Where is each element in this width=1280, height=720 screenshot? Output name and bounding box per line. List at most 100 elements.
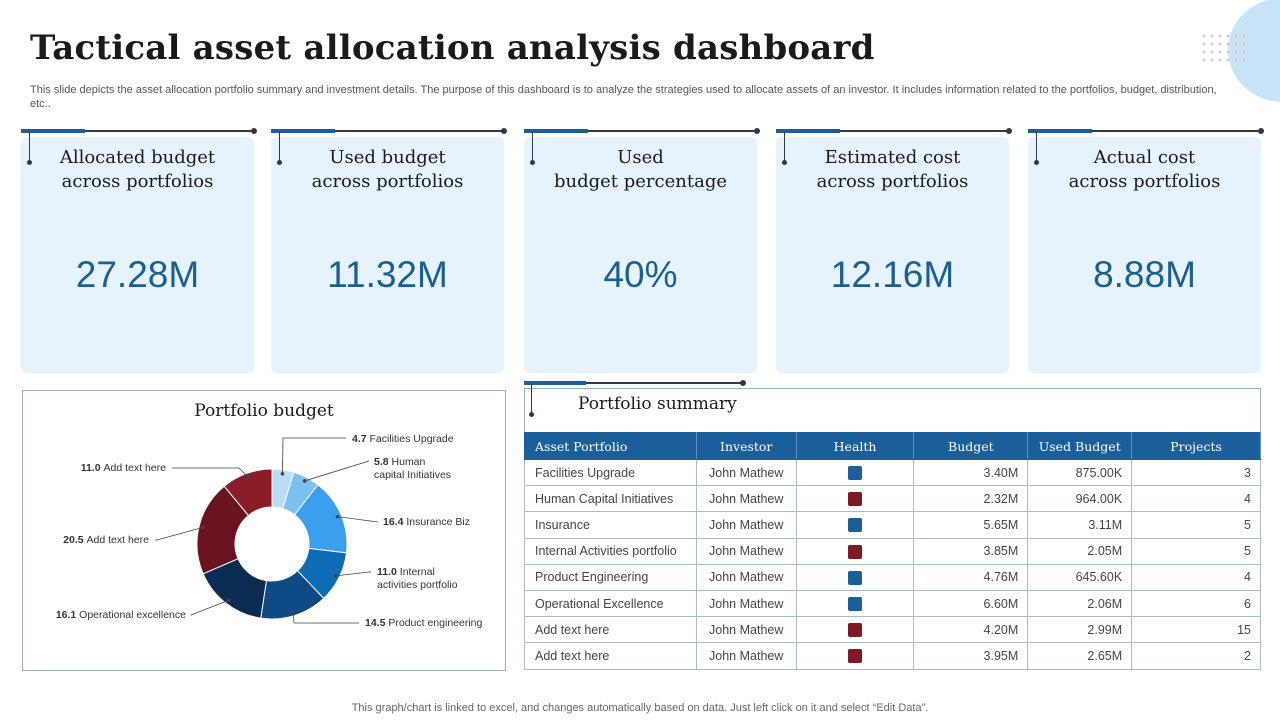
footer-note: This graph/chart is linked to excel, and… xyxy=(351,702,929,714)
used-budget-cell: 645.60K xyxy=(1027,563,1133,591)
kpi-card-actual-cost: Actual cost across portfolios 8.88M xyxy=(1028,128,1264,373)
budget-cell: 3.40M xyxy=(913,458,1029,487)
leader-line xyxy=(282,437,346,474)
projects-cell: 4 xyxy=(1131,485,1261,513)
table-row: Human Capital Initiatives John Mathew 2.32… xyxy=(524,485,1261,513)
table-row: Operational Excellence John Mathew 6.60M 2.… xyxy=(524,589,1261,618)
column-header-asset-portfolio: Asset Portfolio xyxy=(524,432,697,460)
table-row: Product Engineering John Mathew 4.76M 645.6… xyxy=(524,563,1261,591)
kpi-label: Estimated cost across portfolios xyxy=(816,147,969,192)
data-label: 20.5 Add text here xyxy=(63,534,149,546)
asset-cell: Product Engineering xyxy=(524,563,697,591)
health-cell xyxy=(795,458,915,487)
budget-cell: 3.85M xyxy=(913,537,1029,565)
portfolio-summary-table: Asset Portfolio Investor Health Budget U… xyxy=(524,432,1261,670)
health-status-indicator xyxy=(848,492,863,507)
leader-dot xyxy=(201,525,205,530)
budget-cell: 5.65M xyxy=(913,511,1029,539)
portfolio-budget-donut-chart: 4.7 Facilities Upgrade 5.8 Human capital I… xyxy=(56,433,483,629)
kpi-label: Used budget percentage xyxy=(553,147,727,192)
used-budget-cell: 964.00K xyxy=(1027,485,1133,513)
investor-cell: John Mathew xyxy=(695,563,797,591)
kpi-label: Actual cost across portfolios xyxy=(1068,147,1221,192)
budget-cell: 4.20M xyxy=(913,616,1029,644)
budget-cell: 3.95M xyxy=(913,642,1029,670)
investor-cell: John Mathew xyxy=(695,485,797,513)
portfolio-summary-panel: Portfolio summary Asset Portfolio Invest… xyxy=(524,380,1261,671)
data-label: 14.5 Product engineering xyxy=(365,617,483,629)
kpi-value: 8.88M xyxy=(1093,254,1196,295)
health-status-indicator xyxy=(848,518,863,533)
health-status-indicator xyxy=(848,544,863,559)
projects-cell: 4 xyxy=(1131,563,1261,591)
kpi-card-estimated-cost: Estimated cost across portfolios 12.16M xyxy=(776,128,1012,373)
portfolio-budget-panel: Portfolio budget 4.7 Facilities Upgrade 5… xyxy=(22,390,506,671)
data-label: 11.0 Add text here xyxy=(81,462,166,474)
leader-dot xyxy=(333,574,338,578)
investor-cell: John Mathew xyxy=(695,458,797,487)
portfolio-budget-title: Portfolio budget xyxy=(194,401,334,421)
kpi-card-used-budget-percentage: Used budget percentage 40% xyxy=(524,128,760,373)
data-label: 11.0 Internal activities portfolio xyxy=(377,566,458,591)
asset-cell: Internal Activities portfolio xyxy=(524,537,697,565)
health-cell xyxy=(795,642,915,670)
projects-cell: 3 xyxy=(1131,458,1261,487)
kpi-value: 40% xyxy=(603,254,678,295)
health-status-indicator xyxy=(848,570,863,585)
used-budget-cell: 2.65M xyxy=(1027,642,1133,670)
table-row: Add text here John Mathew 3.95M 2.65M 2 xyxy=(524,642,1261,670)
leader-line xyxy=(292,611,359,624)
investor-cell: John Mathew xyxy=(695,511,797,539)
asset-cell: Add text here xyxy=(524,642,697,670)
leader-dot xyxy=(302,479,307,483)
investor-cell: John Mathew xyxy=(695,642,797,670)
asset-cell: Human Capital Initiatives xyxy=(524,485,697,513)
asset-cell: Facilities Upgrade xyxy=(524,458,697,487)
budget-cell: 6.60M xyxy=(913,589,1029,618)
column-header-used-budget: Used Budget xyxy=(1027,432,1133,460)
used-budget-cell: 2.99M xyxy=(1027,616,1133,644)
data-label: 16.1 Operational excellence xyxy=(56,609,186,621)
leader-dot xyxy=(246,475,250,479)
used-budget-cell: 3.11M xyxy=(1027,511,1133,539)
table-row: Add text here John Mathew 4.20M 2.99M 15 xyxy=(524,616,1261,644)
leader-line xyxy=(337,516,379,523)
projects-cell: 5 xyxy=(1131,511,1261,539)
budget-cell: 4.76M xyxy=(913,563,1029,591)
investor-cell: John Mathew xyxy=(695,616,797,644)
donut-slice xyxy=(223,468,273,517)
table-row: Facilities Upgrade John Mathew 3.40M 875.00… xyxy=(524,458,1261,487)
leader-line xyxy=(172,467,249,478)
asset-cell: Add text here xyxy=(524,616,697,644)
kpi-label: Used budget across portfolios xyxy=(311,147,464,192)
kpi-label: Allocated budget across portfolios xyxy=(59,147,216,192)
health-cell xyxy=(795,537,915,565)
column-header-investor: Investor xyxy=(695,432,797,460)
column-header-projects: Projects xyxy=(1131,432,1261,460)
leader-dot xyxy=(226,598,231,603)
table-row: Insurance John Mathew 5.65M 3.11M 5 xyxy=(524,511,1261,539)
table-row: Internal Activities portfolio John Mathew… xyxy=(524,537,1261,565)
health-cell xyxy=(795,485,915,513)
health-cell xyxy=(795,589,915,618)
used-budget-cell: 2.05M xyxy=(1027,537,1133,565)
asset-cell: Insurance xyxy=(524,511,697,539)
leader-line xyxy=(155,527,204,541)
leader-line xyxy=(304,460,370,482)
used-budget-cell: 875.00K xyxy=(1027,458,1133,487)
table-header-row: Asset Portfolio Investor Health Budget U… xyxy=(524,432,1261,460)
kpi-card-allocated-budget: Allocated budget across portfolios 27.28… xyxy=(21,128,257,373)
leader-dot xyxy=(291,609,296,614)
budget-cell: 2.32M xyxy=(913,485,1029,513)
health-cell xyxy=(795,563,915,591)
used-budget-cell: 2.06M xyxy=(1027,589,1133,618)
kpi-card-used-budget: Used budget across portfolios 11.32M xyxy=(271,128,507,373)
kpi-value: 27.28M xyxy=(75,254,200,295)
projects-cell: 15 xyxy=(1131,616,1261,644)
portfolio-summary-title: Portfolio summary xyxy=(578,394,737,414)
decorative-dot-grid xyxy=(1200,32,1248,66)
data-label: 16.4 Insurance Biz xyxy=(383,516,470,528)
health-status-indicator xyxy=(848,465,863,480)
asset-cell: Operational Excellence xyxy=(524,589,697,618)
data-label: 4.7 Facilities Upgrade xyxy=(352,433,454,445)
